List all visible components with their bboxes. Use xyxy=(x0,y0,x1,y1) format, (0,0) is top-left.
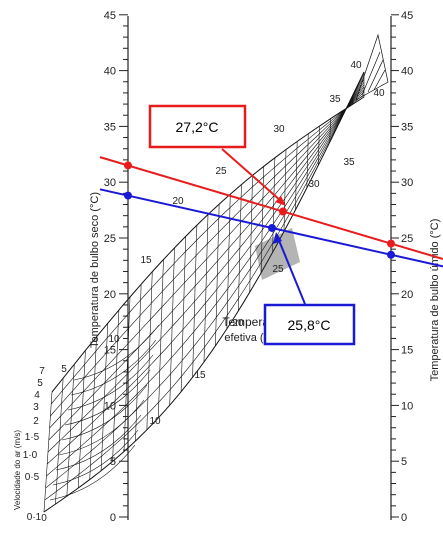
effective-temp-value-label: 10 xyxy=(149,416,161,427)
effective-temp-value-label: 40 xyxy=(350,60,362,71)
wet-bulb-axis: 45 40 35 30 25 20 15 10 5 0 Temperatura de bulbo … xyxy=(391,10,441,524)
blue-callout-text: 25,8°C xyxy=(288,317,331,333)
air-speed-axis-title: Velocidade do ar (m/s) xyxy=(13,430,22,510)
air-speed-tick-label: 2 xyxy=(33,416,39,427)
blue-reading-dry-bulb-marker xyxy=(124,192,132,200)
dry-bulb-tick-label: 45 xyxy=(104,10,116,22)
effective-temp-value-label: 30 xyxy=(273,124,285,135)
wet-bulb-tick-label: 35 xyxy=(401,121,413,133)
air-speed-tick-label: 7 xyxy=(39,366,45,377)
effective-temp-value-label: 35 xyxy=(343,157,355,168)
effective-temp-value-label: 25 xyxy=(272,264,284,275)
dry-bulb-tick-label: 20 xyxy=(104,289,116,301)
effective-temp-value-label: 35 xyxy=(329,94,341,105)
red-reading-intersection-marker xyxy=(279,208,287,216)
air-speed-tick-label: 1·5 xyxy=(25,432,40,443)
air-speed-curve xyxy=(53,430,138,485)
wet-bulb-tick-label: 40 xyxy=(401,66,413,78)
dry-bulb-tick-label: 10 xyxy=(104,400,116,412)
air-speed-tick-label: 3 xyxy=(33,402,39,413)
wet-bulb-tick-label: 5 xyxy=(401,456,407,468)
blue-reading-wet-bulb-marker xyxy=(387,251,395,259)
wet-bulb-tick-label: 10 xyxy=(401,400,413,412)
effective-temp-value-label: 10 xyxy=(108,334,120,345)
wet-bulb-tick-label: 15 xyxy=(401,345,413,357)
effective-temp-value-label: 5 xyxy=(61,364,67,375)
dry-bulb-tick-label: 25 xyxy=(104,233,116,245)
air-speed-tick-label: 0·5 xyxy=(25,472,40,483)
wet-bulb-tick-label: 20 xyxy=(401,289,413,301)
red-reading-wet-bulb-marker xyxy=(387,240,395,248)
effective-temp-value-label: 25 xyxy=(215,166,227,177)
red-callout-text: 27,2°C xyxy=(176,119,219,135)
wet-bulb-tick-label: 0 xyxy=(401,512,407,524)
air-speed-tick-label: 4 xyxy=(34,390,40,401)
air-speed-tick-label: 0·1 xyxy=(27,512,42,523)
red-callout: 27,2°C xyxy=(150,106,286,206)
air-speed-tick-label: 1·0 xyxy=(23,450,38,461)
dry-bulb-tick-label: 15 xyxy=(104,345,116,357)
dry-bulb-tick-label: 40 xyxy=(104,66,116,78)
effective-temp-value-label: 15 xyxy=(140,255,152,266)
effective-temp-value-label: 15 xyxy=(194,370,206,381)
dry-bulb-tick-label: 5 xyxy=(110,456,116,468)
wet-bulb-tick-label: 25 xyxy=(401,233,413,245)
red-reading-dry-bulb-marker xyxy=(124,161,132,169)
effective-temp-value-label: 30 xyxy=(308,179,320,190)
air-speed-tick-label: 5 xyxy=(37,378,43,389)
dry-bulb-axis-title: Temperatura de bulbo seco (°C) xyxy=(89,192,101,348)
dry-bulb-tick-label: 30 xyxy=(104,177,116,189)
wet-bulb-tick-label: 45 xyxy=(401,10,413,22)
effective-temp-value-label: 40 xyxy=(373,88,385,99)
wet-bulb-axis-title: Temperatura de bulbo úmido (°C) xyxy=(429,219,441,382)
wet-bulb-tick-label: 30 xyxy=(401,177,413,189)
dry-bulb-tick-label: 35 xyxy=(104,121,116,133)
dry-bulb-tick-label: 0 xyxy=(110,512,116,524)
air-speed-tick-label: 0 xyxy=(41,513,47,524)
blue-reading-intersection-marker xyxy=(268,224,276,232)
